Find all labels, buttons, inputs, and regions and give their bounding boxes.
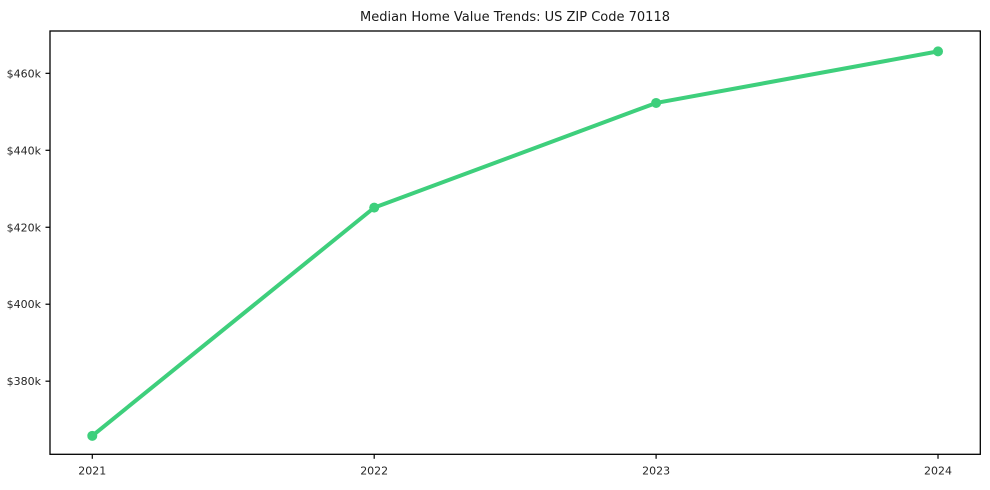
axes-spines: [49, 30, 981, 455]
data-point-marker: [369, 202, 380, 213]
y-tick-label: $440k: [7, 144, 42, 157]
x-tick-label: 2022: [360, 464, 388, 477]
y-tick-label: $420k: [7, 221, 42, 234]
line-series: [90, 49, 941, 438]
data-point-marker: [651, 97, 662, 108]
y-tick-label: $380k: [7, 375, 42, 388]
x-tick-label: 2021: [78, 464, 106, 477]
chart-title: Median Home Value Trends: US ZIP Code 70…: [360, 10, 670, 25]
y-tick-label: $460k: [7, 67, 42, 80]
x-tick-label: 2024: [924, 464, 952, 477]
data-point-marker: [87, 430, 98, 441]
x-tick-label: 2023: [642, 464, 670, 477]
y-tick-label: $400k: [7, 298, 42, 311]
plot-area: $380k $400k $420k $440k $460k 2021 2022 2023 202…: [7, 30, 981, 477]
data-point-marker: [933, 46, 944, 57]
